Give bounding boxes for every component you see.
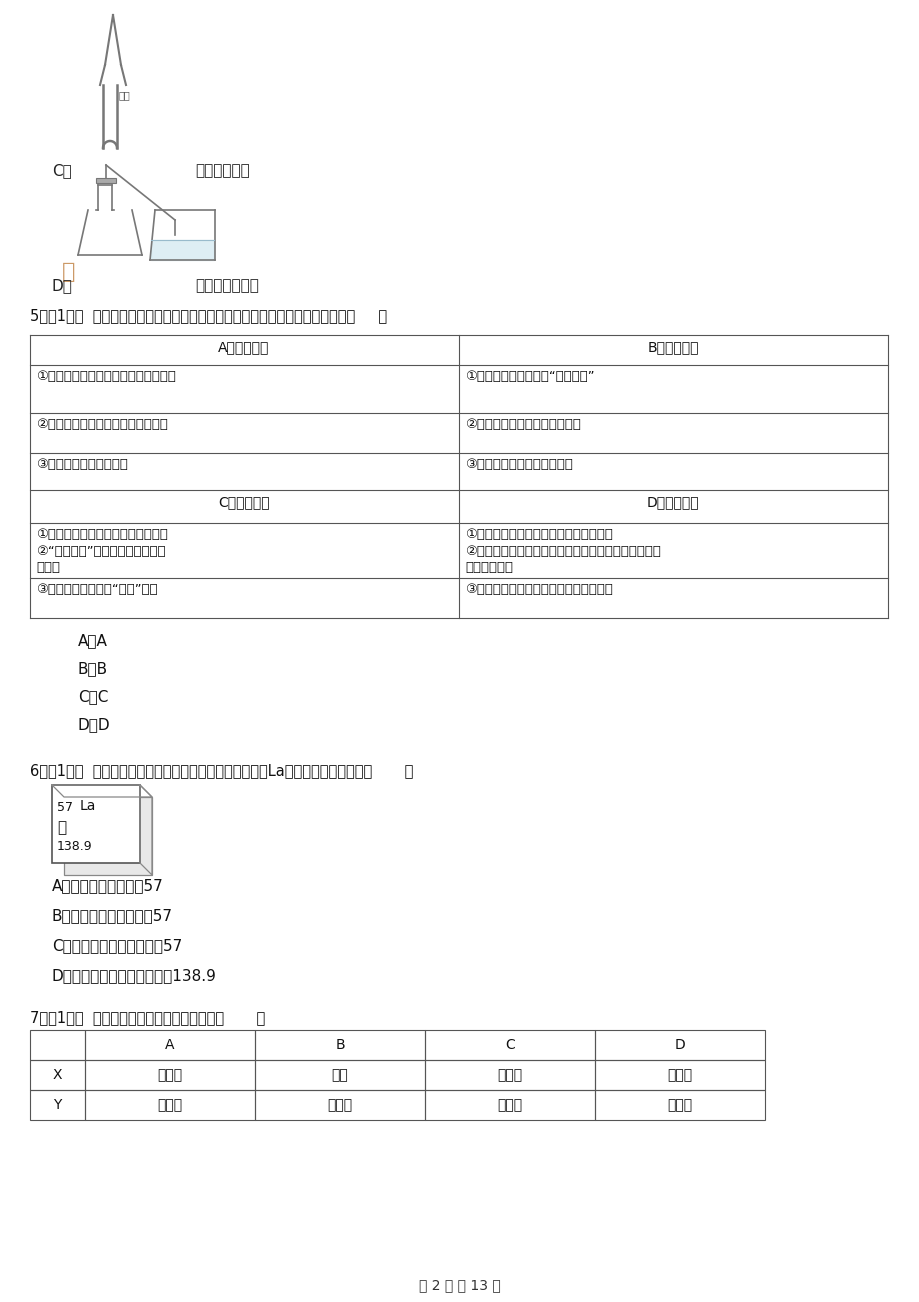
Bar [30, 1030, 85, 1060]
Text: 第 2 页 共 13 页: 第 2 页 共 13 页 [419, 1279, 500, 1292]
Text: A: A [165, 1038, 175, 1052]
Text: A．该原子的中子数为57: A．该原子的中子数为57 [52, 878, 164, 893]
Text: 检查装置气密性: 检查装置气密性 [195, 279, 258, 293]
Text: 57: 57 [57, 801, 73, 814]
Bar [52, 785, 140, 863]
Text: 利于鱼的呼吸: 利于鱼的呼吸 [464, 561, 513, 574]
Text: ②“节能减排”可缓解温室效应等环: ②“节能减排”可缓解温室效应等环 [36, 546, 165, 559]
Text: ✋: ✋ [62, 262, 75, 283]
Text: C．该原子的核外电子数为57: C．该原子的核外电子数为57 [52, 937, 182, 953]
Text: ②吃蔬菜和水果可以补充维生素: ②吃蔬菜和水果可以补充维生素 [464, 418, 580, 431]
Text: 境问题: 境问题 [36, 561, 60, 574]
Text: D．该原子的相对原子质量为138.9: D．该原子的相对原子质量为138.9 [52, 967, 217, 983]
Bar [255, 1030, 425, 1060]
Text: ③可用燃烧法区别羊毛和洤纶: ③可用燃烧法区别羊毛和洤纶 [464, 458, 573, 471]
Text: ①煤、石油、天然气是不可再生能源: ①煤、石油、天然气是不可再生能源 [36, 529, 167, 542]
Bar [30, 1060, 85, 1090]
Text: 138.9: 138.9 [57, 840, 93, 853]
Text: 化合物: 化合物 [497, 1098, 522, 1112]
Bar [64, 797, 152, 875]
Text: ①氮肖、磷肖、钔肖是最主要的化学肥料: ①氮肖、磷肖、钔肖是最主要的化学肥料 [464, 529, 612, 542]
Text: D．: D． [52, 279, 73, 293]
Bar [85, 1030, 255, 1060]
Text: C．: C． [52, 163, 72, 178]
Text: ②用打火机检查液化石油气是否泄漏: ②用打火机检查液化石油气是否泄漏 [36, 418, 167, 431]
Text: Y: Y [53, 1098, 62, 1112]
Text: ③不能用工业盐腌制食品: ③不能用工业盐腌制食品 [36, 458, 128, 471]
Text: A化学与安全: A化学与安全 [218, 340, 269, 354]
Bar [595, 1030, 765, 1060]
Text: C: C [505, 1038, 515, 1052]
Text: D．D: D．D [78, 717, 110, 732]
Bar [425, 1090, 595, 1120]
Text: 锌粒: 锌粒 [119, 90, 130, 100]
Text: ①进入枯井、菜窖前，应先做灯火实验: ①进入枯井、菜窖前，应先做灯火实验 [36, 370, 176, 383]
Text: 纯净物: 纯净物 [497, 1068, 522, 1082]
Text: D: D [674, 1038, 685, 1052]
Text: 取用块状固体: 取用块状固体 [195, 163, 249, 178]
Text: 氧化物: 氧化物 [157, 1068, 182, 1082]
Bar [595, 1090, 765, 1120]
Bar [85, 1090, 255, 1120]
Text: A．A: A．A [78, 633, 108, 648]
Bar [425, 1060, 595, 1090]
Text: X: X [52, 1068, 62, 1082]
Bar [30, 1090, 85, 1120]
Text: B: B [335, 1038, 345, 1052]
Bar [595, 1060, 765, 1090]
Text: 化合物: 化合物 [327, 1098, 352, 1112]
Text: 5．（1分）  小明同学对所学部分化学知识归纳如下，其中不完全正确的一组是（     ）: 5．（1分） 小明同学对所学部分化学知识归纳如下，其中不完全正确的一组是（ ） [30, 309, 387, 323]
Text: 混合物: 混合物 [666, 1098, 692, 1112]
Bar [255, 1060, 425, 1090]
Text: La: La [80, 799, 96, 812]
Text: ②北方养鱼池冰面打洞是为了增加水中氧气溶解量，有: ②北方养鱼池冰面打洞是为了增加水中氧气溶解量，有 [464, 546, 660, 559]
Text: C．C: C．C [78, 689, 108, 704]
Bar [255, 1090, 425, 1120]
Text: 镛: 镛 [57, 820, 66, 835]
Text: B．该原子的核电荷数为57: B．该原子的核电荷数为57 [52, 907, 173, 923]
Bar [96, 178, 116, 184]
Text: 6．（1分）  镛的合金是一种储氢材料。下列有关元素镛（La）的说法不正确的是（       ）: 6．（1分） 镛的合金是一种储氢材料。下列有关元素镛（La）的说法不正确的是（ … [30, 763, 413, 779]
Text: D化学与生产: D化学与生产 [646, 495, 698, 509]
Text: ③锅炉长期用硬水既不安全，也浪费燃料: ③锅炉长期用硬水既不安全，也浪费燃料 [464, 583, 612, 596]
Text: C化学与能源: C化学与能源 [218, 495, 269, 509]
Text: ③太阳能、风能属于“绿色”能源: ③太阳能、风能属于“绿色”能源 [36, 583, 157, 596]
Text: B化学与生活: B化学与生活 [647, 340, 698, 354]
Text: 化合物: 化合物 [157, 1098, 182, 1112]
Bar [425, 1030, 595, 1060]
Text: B．B: B．B [78, 661, 108, 676]
Text: 纯净物: 纯净物 [666, 1068, 692, 1082]
Bar [85, 1060, 255, 1090]
Text: ①少用塑料袋可以减少“白色污染”: ①少用塑料袋可以减少“白色污染” [464, 370, 594, 383]
Text: 7．（1分）  如表选项符合图示从属关系的是（       ）: 7．（1分） 如表选项符合图示从属关系的是（ ） [30, 1010, 265, 1025]
Text: 单质: 单质 [331, 1068, 348, 1082]
